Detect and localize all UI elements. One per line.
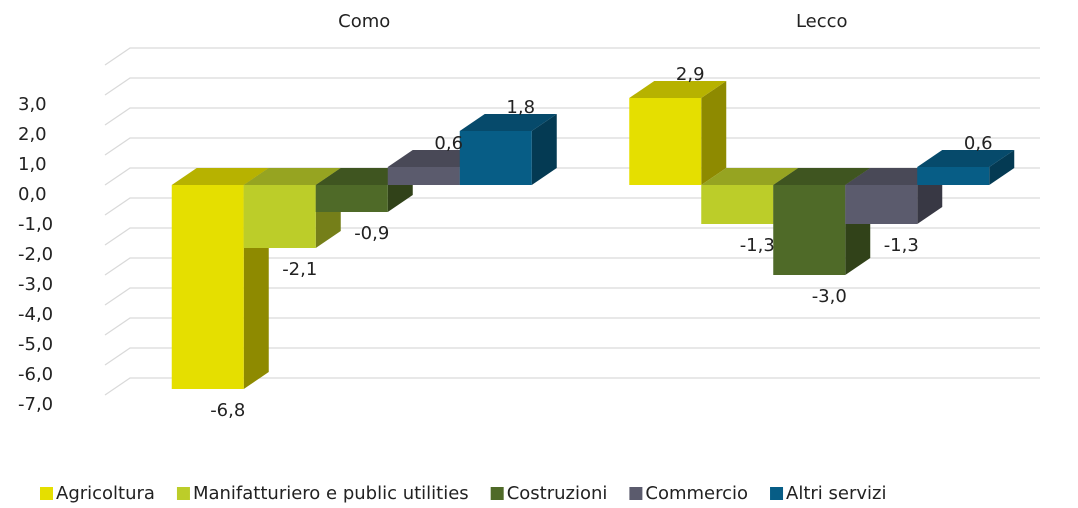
legend-swatch [40,487,53,500]
legend-swatch [629,487,643,500]
bar-side [701,81,727,185]
y-tick-label: -5,0 [18,334,53,355]
grid-line [104,287,1040,306]
y-tick-label: -1,0 [18,214,53,235]
y-tick-label: -4,0 [18,304,53,325]
bar-front [459,131,532,185]
legend-swatch [176,487,190,500]
bar-top [917,150,1015,167]
y-tick-label: 2,0 [18,124,47,145]
legend-swatch [770,487,784,500]
bar-front [845,185,918,224]
data-label: -1,3 [740,235,775,256]
bar-front [629,98,702,185]
data-label: -2,1 [282,259,317,280]
bar-front [171,185,244,389]
bar-top [773,168,871,185]
y-tick-label: -2,0 [18,244,53,265]
grid-line [104,377,1040,396]
legend-label: Manifatturiero e public utilities [193,483,469,504]
bar-front [917,167,990,185]
bar-front [243,185,316,248]
bar-top [459,114,557,131]
data-label: -3,0 [812,286,847,307]
plot-frame [104,47,1040,66]
grid-line [104,227,1040,246]
bar [917,150,1015,185]
y-tick-label: 1,0 [18,154,47,175]
y-tick-label: 3,0 [18,94,47,115]
legend-label: Commercio [645,483,748,504]
legend-label: Costruzioni [507,483,608,504]
bar-side [531,114,557,185]
bar-front [773,185,846,275]
category-label: Lecco [796,11,848,32]
y-tick-label: -7,0 [18,394,53,415]
data-label: -0,9 [354,223,389,244]
data-label: -6,8 [210,400,245,421]
bar-side [989,150,1015,185]
grid-line [104,137,1040,156]
data-label: -1,3 [884,235,919,256]
bar [459,114,557,185]
legend-label: Altri servizi [786,483,886,504]
y-tick-label: -3,0 [18,274,53,295]
bar-top [243,168,341,185]
y-tick-label: 0,0 [18,184,47,205]
category-label: Como [338,11,390,32]
data-label: 2,9 [676,64,705,85]
grid-line [104,257,1040,276]
data-label: 1,8 [506,97,535,118]
bar [773,168,871,275]
grid-line [104,317,1040,336]
grid-line [104,347,1040,366]
data-label: 0,6 [434,133,463,154]
bar-top [701,168,799,185]
legend-label: Agricoltura [56,483,155,504]
grid-line [104,77,1040,96]
grid-line [104,107,1040,126]
bar-top [171,168,269,185]
legend-swatch [490,487,504,500]
bar-front [701,185,774,224]
bar-front [315,185,388,212]
bar-front [387,167,460,185]
data-label: 0,6 [964,133,993,154]
bar-top [629,81,727,98]
y-tick-label: -6,0 [18,364,53,385]
bar [629,81,727,185]
